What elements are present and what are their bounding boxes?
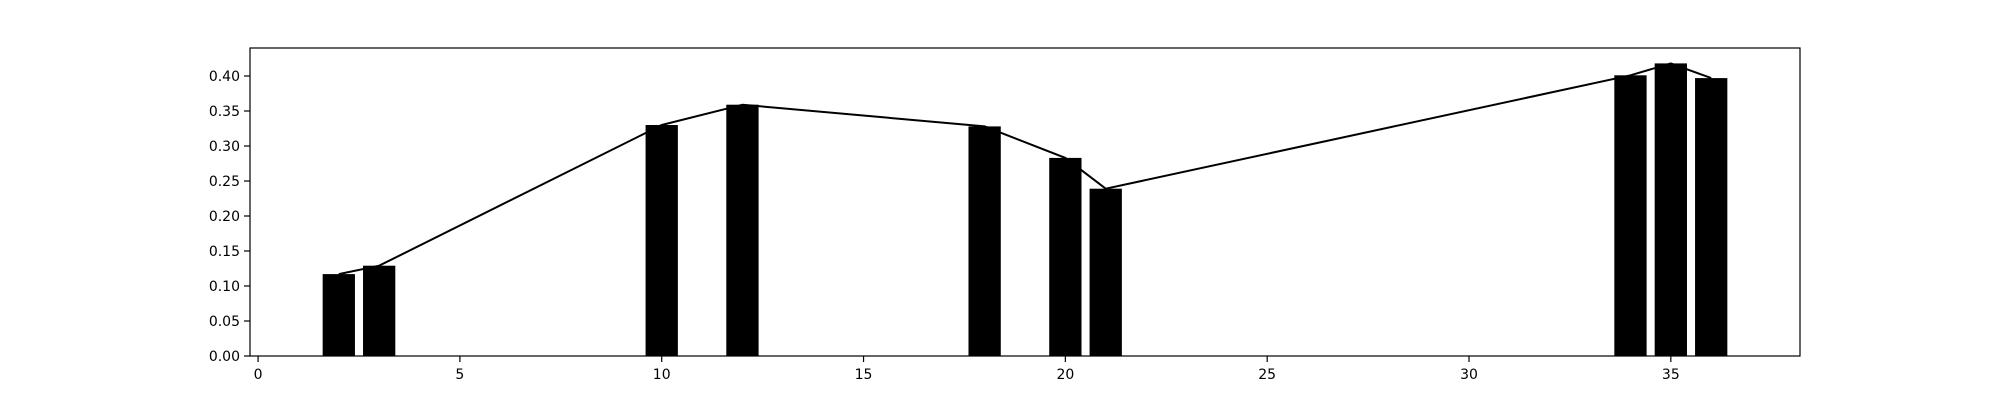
x-axis: 0 5 10 15 20 25 30 35 <box>254 356 1680 383</box>
y-tick-label: 0.25 <box>209 174 240 190</box>
x-tick-label: 25 <box>1258 367 1276 383</box>
y-axis: 0.00 0.05 0.10 0.15 0.20 0.25 0.30 0.35 0.40 <box>209 69 250 365</box>
bar-12 <box>726 104 759 356</box>
y-tick-label: 0.15 <box>209 244 240 260</box>
x-tick-label: 5 <box>455 367 464 383</box>
plot-area <box>249 47 1801 357</box>
trend-line <box>338 62 1712 276</box>
x-tick-label: 20 <box>1056 367 1074 383</box>
y-tick-label: 0.40 <box>209 69 240 85</box>
bar-35 <box>1654 63 1687 357</box>
y-tick-label: 0.10 <box>209 279 240 295</box>
bars-group <box>322 63 1728 357</box>
x-tick-label: 15 <box>855 367 873 383</box>
bar-10 <box>645 125 678 356</box>
x-tick-label: 35 <box>1662 367 1680 383</box>
bar-34 <box>1614 75 1647 357</box>
y-tick-label: 0.30 <box>209 139 240 155</box>
bar-21 <box>1089 188 1122 356</box>
x-tick-label: 30 <box>1460 367 1478 383</box>
x-tick-label: 0 <box>254 367 263 383</box>
x-tick-label: 10 <box>653 367 671 383</box>
bar-18 <box>968 126 1001 357</box>
bar-2 <box>322 274 355 356</box>
bar-20 <box>1049 157 1082 356</box>
bar-36 <box>1695 78 1728 356</box>
y-tick-label: 0.00 <box>209 349 240 365</box>
y-tick-label: 0.05 <box>209 314 240 330</box>
bar-3 <box>363 265 396 356</box>
y-tick-label: 0.20 <box>209 209 240 225</box>
y-tick-label: 0.35 <box>209 104 240 120</box>
